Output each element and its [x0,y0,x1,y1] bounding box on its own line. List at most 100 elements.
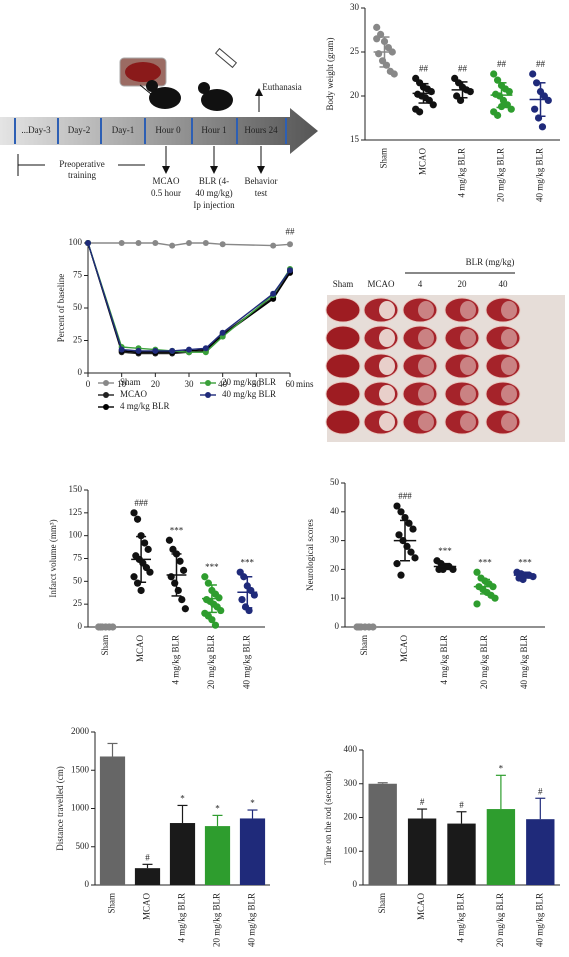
image-header: BLR (mg/kg) [466,257,515,267]
infarct [501,413,517,431]
y-tick-label: 50 [330,477,340,487]
y-tick-label: 200 [344,812,358,822]
y-tick-label: 400 [344,744,358,754]
data-point [270,290,277,297]
y-tick-label: 15 [350,134,360,144]
brain-slice [325,325,361,351]
data-point [130,509,138,517]
data-point [416,108,424,116]
x-tick-label: 40 mg/kg BLR [519,635,529,689]
annotation: # [459,800,464,810]
data-point [245,606,253,615]
data-point [165,536,174,544]
bar [407,818,437,885]
brain-slice [325,297,361,323]
timeline-separators [14,118,287,144]
y-tick-label: 20 [350,90,360,100]
data-point [137,532,145,540]
annotation: * [180,794,185,804]
y-axis-label: Body weight (gram) [325,38,335,111]
x-tick-label: 4 mg/kg BLR [177,893,187,943]
event: Behavior [245,176,278,186]
data-point [144,545,152,553]
data-point [202,345,209,352]
legend-marker [205,380,211,386]
annotation: ## [419,63,429,73]
event: Ip injection [193,200,235,210]
brain-photo [125,62,161,82]
data-point [208,616,216,624]
data-point [135,240,142,246]
infarct [460,301,476,319]
image-column: 4 [418,279,423,289]
data-point [146,568,154,576]
infarct [379,357,395,375]
event: 40 mg/kg) [195,188,232,198]
data-point [397,571,405,579]
annotation: ## [458,63,468,73]
data-point [141,539,149,547]
y-tick-label: 1500 [71,764,90,774]
data-point [186,346,192,353]
brain-slice [325,409,361,435]
x-tick-label: Sham [377,893,387,914]
data-point [85,240,91,246]
data-point [135,347,142,354]
annotation: ## [286,226,296,236]
y-tick-label: 100 [69,237,83,247]
x-tick-label: Sham [359,635,369,656]
y-tick-label: 30 [350,2,360,12]
data-point [219,329,226,336]
step: Day-1 [112,125,135,135]
annotation: # [538,786,543,796]
bar [368,783,397,885]
data-point [217,606,225,615]
legend-label: 20 mg/kg BLR [222,377,276,387]
data-point [169,242,176,249]
y-tick-label: 0 [335,621,340,631]
syringe [214,47,238,69]
data-point [215,594,223,602]
x-tick-label: 50 [252,379,262,389]
data-point [494,76,502,84]
annotation: *** [170,525,184,535]
image-column: 20 [458,279,468,289]
y-tick-label: 25 [73,598,83,608]
data-point [202,240,209,246]
x-tick-label: 4 mg/kg BLR [456,893,466,943]
data-point [491,594,499,602]
data-point [176,557,184,565]
annotation: ## [536,59,546,69]
annotation: *** [478,557,492,567]
infarct [418,329,434,347]
x-tick-label: 20 mg/kg BLR [495,893,505,947]
infarct [460,357,476,375]
bar [169,823,196,885]
data-point [490,70,498,78]
y-tick-label: 50 [73,302,83,312]
data-point [152,240,159,246]
data-point [407,548,415,556]
y-tick-label: 40 [330,506,340,516]
annotation: *** [438,546,452,556]
legend-marker [103,392,109,398]
data-point [238,596,246,604]
x-tick-label: 4 mg/kg BLR [171,635,181,685]
annotation: *** [241,557,255,567]
legend-label: 4 mg/kg BLR [120,401,170,411]
data-point [186,240,192,246]
data-point [395,531,403,539]
x-tick-label: 4 mg/kg BLR [439,635,449,685]
data-point [201,573,209,581]
data-point [507,105,515,113]
brain-slice [325,353,361,379]
data-point [152,347,159,354]
infarct [379,385,395,403]
y-tick-label: 0 [78,367,83,377]
data-point [133,515,142,523]
annotation: # [145,852,150,862]
y-axis-label: Neurological scores [305,519,315,591]
brain-slices: BLR (mg/kg) Sham MCAO 4 20 40 [327,257,565,442]
step: Hour 0 [155,125,181,135]
infarct [460,329,476,347]
